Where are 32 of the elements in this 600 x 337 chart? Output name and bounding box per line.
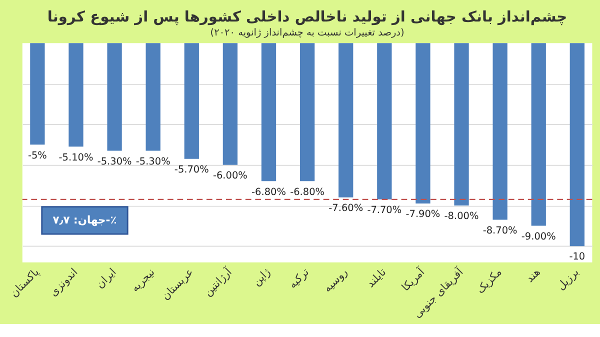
data-label: -6.00% bbox=[212, 170, 248, 182]
data-label: -7.70% bbox=[367, 205, 402, 216]
x-tick-label: ژاپن bbox=[250, 266, 273, 288]
x-tick-label: ترکیه bbox=[286, 266, 312, 292]
data-label: -5.70% bbox=[174, 164, 209, 176]
x-tick-label: نیجریه bbox=[128, 266, 158, 294]
x-tick-label: روسیه bbox=[320, 266, 350, 295]
x-tick-label: پاکستان bbox=[8, 266, 42, 300]
data-label: -5.10% bbox=[58, 152, 94, 164]
x-tick-label: عربستان bbox=[158, 266, 196, 302]
x-tick-label: اندونزی bbox=[46, 266, 80, 299]
data-label: -5.30% bbox=[136, 156, 170, 168]
data-label: -7.60% bbox=[328, 203, 364, 214]
data-label: -7.90% bbox=[406, 209, 440, 220]
x-tick-label: برزیل bbox=[554, 266, 582, 293]
chart-subtitle: (درصد تغییرات نسبت به چشم‌انداز ژانویه ۲۰۲۰) bbox=[210, 27, 404, 38]
data-label: -5.30% bbox=[97, 156, 132, 168]
data-label: -10 bbox=[569, 252, 586, 263]
data-label: -6.80% bbox=[252, 186, 286, 198]
x-tick-label: آمریکا bbox=[398, 264, 428, 294]
data-label: -5% bbox=[28, 150, 47, 162]
x-tick-label: تایلند bbox=[364, 266, 389, 290]
annotation: جهان: ۷٫۷-٪ bbox=[52, 213, 117, 226]
x-tick-label: مکزیک bbox=[474, 266, 504, 296]
chart-title: چشم‌انداز بانک جهانی از تولید ناخالص داخلی کشورها پس از شیوع کرونا bbox=[47, 8, 568, 26]
data-label: -8.70% bbox=[482, 225, 518, 236]
x-tick-label: ایران bbox=[93, 266, 119, 291]
x-tick-label: هند bbox=[523, 266, 543, 286]
data-label: -9.00% bbox=[521, 231, 556, 242]
x-tick-label: آرژانتین bbox=[200, 264, 236, 299]
data-label: -6.80% bbox=[290, 186, 325, 198]
data-label: -8.00% bbox=[444, 211, 479, 222]
